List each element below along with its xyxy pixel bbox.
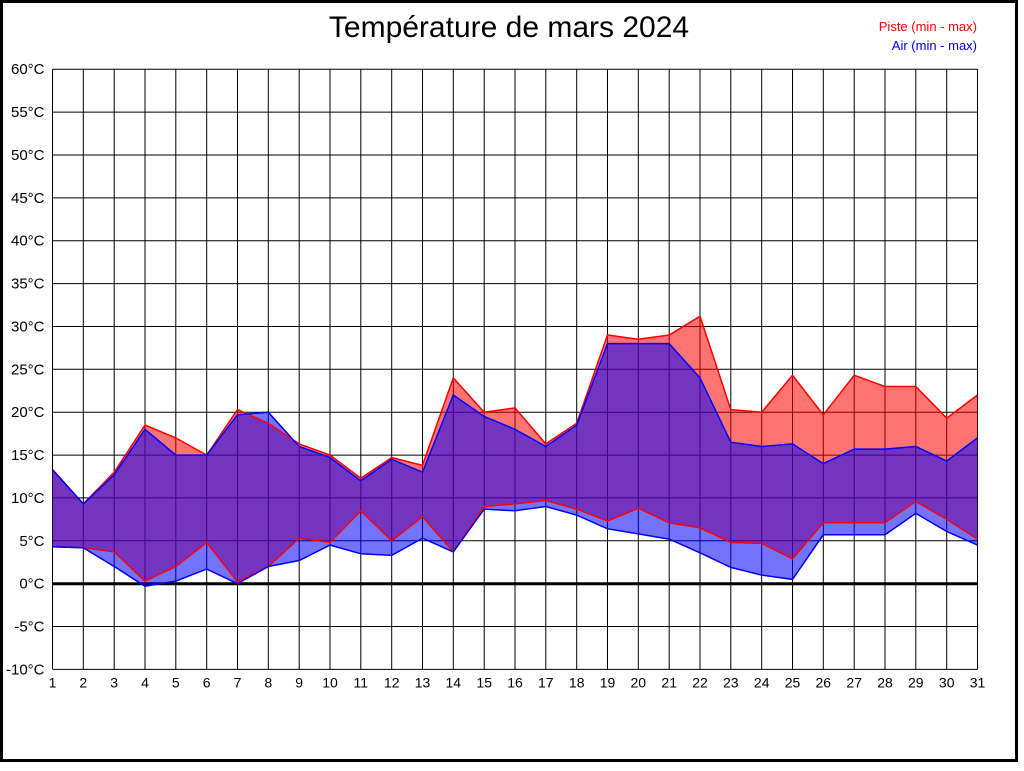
svg-text:35°C: 35°C <box>11 276 45 293</box>
svg-text:25°C: 25°C <box>11 361 45 378</box>
svg-text:-10°C: -10°C <box>6 661 45 678</box>
svg-text:20°C: 20°C <box>11 404 45 421</box>
svg-text:60°C: 60°C <box>11 61 45 78</box>
svg-text:-5°C: -5°C <box>14 619 44 636</box>
svg-text:10°C: 10°C <box>11 490 45 507</box>
svg-text:50°C: 50°C <box>11 147 45 164</box>
svg-text:8: 8 <box>264 674 272 690</box>
svg-text:7: 7 <box>234 674 242 690</box>
svg-text:13: 13 <box>415 674 431 690</box>
svg-text:25: 25 <box>785 674 801 690</box>
svg-text:9: 9 <box>295 674 303 690</box>
svg-text:40°C: 40°C <box>11 233 45 250</box>
svg-text:27: 27 <box>846 674 862 690</box>
svg-text:19: 19 <box>600 674 616 690</box>
svg-text:20: 20 <box>631 674 647 690</box>
svg-text:31: 31 <box>970 674 986 690</box>
svg-text:5: 5 <box>172 674 180 690</box>
svg-text:1: 1 <box>49 674 57 690</box>
svg-text:55°C: 55°C <box>11 104 45 121</box>
svg-text:5°C: 5°C <box>19 533 44 550</box>
svg-text:6: 6 <box>203 674 211 690</box>
svg-text:30°C: 30°C <box>11 319 45 336</box>
svg-text:24: 24 <box>754 674 770 690</box>
svg-text:3: 3 <box>110 674 118 690</box>
svg-text:16: 16 <box>507 674 523 690</box>
svg-text:2: 2 <box>79 674 87 690</box>
svg-text:4: 4 <box>141 674 149 690</box>
svg-text:21: 21 <box>661 674 677 690</box>
svg-text:15°C: 15°C <box>11 447 45 464</box>
svg-text:23: 23 <box>723 674 739 690</box>
svg-text:15: 15 <box>476 674 492 690</box>
svg-text:22: 22 <box>692 674 708 690</box>
svg-text:0°C: 0°C <box>19 576 44 593</box>
svg-text:10: 10 <box>322 674 338 690</box>
svg-text:11: 11 <box>354 674 369 690</box>
svg-text:17: 17 <box>538 674 554 690</box>
svg-text:45°C: 45°C <box>11 190 45 207</box>
svg-text:14: 14 <box>446 674 462 690</box>
svg-text:28: 28 <box>877 674 893 690</box>
svg-text:18: 18 <box>569 674 585 690</box>
svg-text:26: 26 <box>816 674 832 690</box>
svg-text:30: 30 <box>939 674 955 690</box>
svg-text:29: 29 <box>908 674 924 690</box>
svg-text:12: 12 <box>384 674 400 690</box>
